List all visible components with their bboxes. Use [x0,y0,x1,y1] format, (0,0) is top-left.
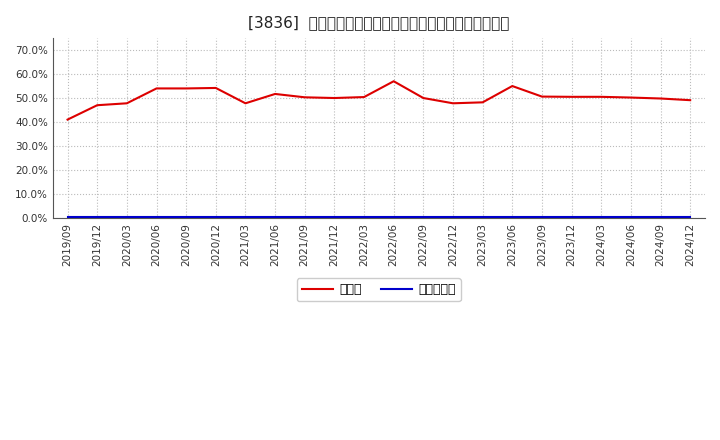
有利子負債 [567,214,576,219]
現顔金 [567,94,576,99]
有利子負債 [152,214,161,219]
有利子負債 [478,214,487,219]
Title: [3836]  現顔金、有利子負債の総資産に対する比率の推移: [3836] 現顔金、有利子負債の総資産に対する比率の推移 [248,15,510,30]
有利子負債 [390,214,398,219]
現顔金 [360,95,369,100]
有利子負債 [538,214,546,219]
有利子負債 [300,214,309,219]
現顔金 [686,98,695,103]
有利子負債 [271,214,279,219]
有利子負債 [597,214,606,219]
現顔金 [212,85,220,91]
有利子負債 [360,214,369,219]
有利子負債 [330,214,338,219]
現顔金 [271,92,279,97]
有利子負債 [93,214,102,219]
現顔金 [93,103,102,108]
現顔金 [152,86,161,91]
現顔金 [508,84,517,89]
有利子負債 [122,214,131,219]
有利子負債 [419,214,428,219]
Line: 現顔金: 現顔金 [68,81,690,120]
Legend: 現顔金, 有利子負債: 現顔金, 有利子負債 [297,279,461,301]
現顔金 [182,86,191,91]
有利子負債 [212,214,220,219]
現顔金 [390,79,398,84]
現顔金 [300,95,309,100]
現顔金 [656,96,665,101]
現顔金 [478,100,487,105]
有利子負債 [626,214,635,219]
現顔金 [330,95,338,101]
現顔金 [597,94,606,99]
有利子負債 [449,214,457,219]
有利子負債 [182,214,191,219]
現顔金 [241,101,250,106]
有利子負債 [508,214,517,219]
現顔金 [122,101,131,106]
有利子負債 [63,214,72,219]
現顔金 [449,101,457,106]
現顔金 [538,94,546,99]
有利子負債 [656,214,665,219]
有利子負債 [241,214,250,219]
有利子負債 [686,214,695,219]
現顔金 [626,95,635,100]
現顔金 [63,117,72,122]
現顔金 [419,95,428,101]
